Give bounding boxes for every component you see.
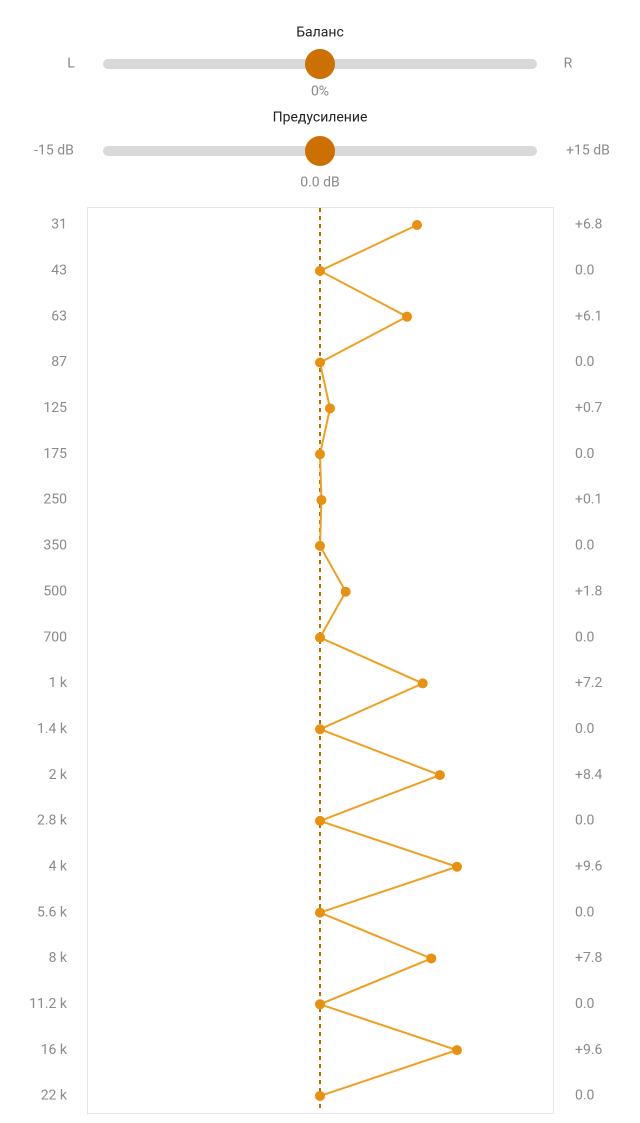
band-frequency: 63	[51, 308, 67, 324]
band-frequency: 4 k	[49, 858, 68, 874]
band-gain: 0.0	[575, 813, 595, 829]
band-gain: 0.0	[575, 629, 595, 645]
band-gain: +6.1	[575, 308, 602, 324]
band-point[interactable]	[434, 770, 445, 781]
band-gain: 0.0	[575, 263, 595, 279]
balance-left: L	[67, 56, 75, 72]
band-frequency: 22 k	[41, 1088, 68, 1104]
band-point[interactable]	[417, 678, 428, 689]
band-point[interactable]	[412, 220, 423, 230]
band-point[interactable]	[324, 403, 335, 414]
preamp-title: Предусиление	[273, 110, 368, 126]
eq-curve	[317, 224, 461, 1097]
band-point[interactable]	[315, 724, 325, 735]
band-point[interactable]	[315, 815, 325, 826]
band-frequency: 16 k	[41, 1042, 68, 1058]
band-point[interactable]	[315, 907, 325, 918]
band-gain: 0.0	[575, 721, 595, 737]
preamp-min: -15 dB	[34, 143, 74, 159]
band-point[interactable]	[340, 586, 351, 597]
preamp-thumb[interactable]	[305, 136, 335, 166]
band-frequency: 350	[43, 538, 67, 554]
band-frequency: 31	[51, 217, 67, 233]
band-frequency: 87	[51, 354, 67, 370]
band-point[interactable]	[426, 953, 437, 964]
band-gain: 0.0	[575, 904, 595, 920]
band-gain: 0.0	[575, 354, 595, 370]
balance-title: Баланс	[296, 25, 344, 41]
band-gain: +9.6	[575, 1042, 603, 1058]
band-gain: +8.4	[575, 767, 603, 783]
band-frequency: 1.4 k	[37, 721, 68, 737]
band-frequency: 8 k	[49, 950, 68, 966]
balance-right: R	[564, 56, 573, 72]
band-frequency: 2.8 k	[37, 813, 68, 829]
band-point[interactable]	[315, 265, 325, 276]
band-point[interactable]	[315, 540, 325, 551]
band-frequency: 700	[43, 629, 67, 645]
balance-value: 0%	[311, 84, 329, 100]
band-point[interactable]	[315, 1090, 325, 1101]
preamp-value: 0.0 dB	[300, 175, 340, 191]
band-point[interactable]	[451, 861, 462, 872]
band-gain: +6.8	[575, 217, 603, 233]
band-gain: +7.2	[575, 675, 603, 691]
band-point[interactable]	[451, 1045, 462, 1056]
band-gain: 0.0	[575, 996, 595, 1012]
band-gain: +7.8	[575, 950, 603, 966]
preamp-max: +15 dB	[566, 143, 610, 159]
band-gain: +9.6	[575, 858, 603, 874]
band-frequency: 250	[43, 492, 67, 508]
eq-graph: 31 +6.8 43 0.0 63 +6.1 87 0.0 125 +0.7 175 0.0 250 +0…	[29, 208, 603, 1112]
band-frequency: 1 k	[49, 675, 68, 691]
band-point[interactable]	[315, 357, 325, 368]
band-gain: +0.7	[575, 400, 603, 416]
eq-panel	[87, 207, 554, 1114]
band-frequency: 500	[43, 583, 67, 599]
band-point[interactable]	[315, 632, 325, 643]
band-gain: 0.0	[575, 538, 595, 554]
band-point[interactable]	[315, 999, 325, 1010]
band-frequency: 11.2 k	[29, 996, 68, 1012]
band-point[interactable]	[402, 311, 413, 322]
band-frequency: 43	[51, 263, 67, 279]
band-gain: +1.8	[575, 583, 603, 599]
band-gain: 0.0	[575, 1088, 595, 1104]
balance-thumb[interactable]	[305, 49, 335, 79]
band-frequency: 5.6 k	[37, 904, 68, 920]
band-frequency: 125	[43, 400, 67, 416]
band-gain: +0.1	[575, 492, 602, 508]
band-frequency: 175	[43, 446, 67, 462]
band-point[interactable]	[316, 495, 327, 506]
band-point[interactable]	[315, 449, 325, 460]
band-gain: 0.0	[575, 446, 595, 462]
band-frequency: 2 k	[49, 767, 68, 783]
